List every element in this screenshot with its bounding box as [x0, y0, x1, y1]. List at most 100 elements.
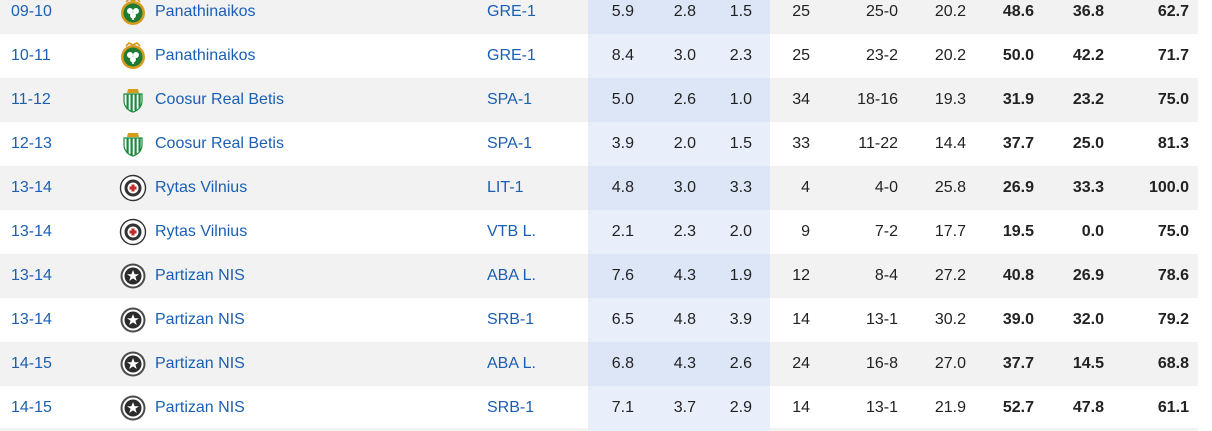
games-played: 33	[792, 135, 810, 152]
percentage-value: 37.7	[1002, 355, 1034, 372]
table-row: 13-14 Rytas Vilnius LIT-1 4.8 3.0 3.3 4 4-0 25.8…	[0, 166, 1198, 210]
season-link[interactable]: 13-14	[11, 223, 52, 240]
team-link[interactable]: Partizan NIS	[155, 311, 245, 328]
stat-value: 1.5	[729, 135, 752, 152]
season-link[interactable]: 13-14	[11, 267, 52, 284]
stat-value: 27.0	[934, 355, 966, 372]
table-row-partial	[0, 428, 1198, 431]
real-betis-logo	[123, 133, 143, 157]
page-scrollbar[interactable]	[1198, 0, 1212, 431]
highlighted-column-bg	[588, 254, 770, 298]
stat-value: 5.0	[611, 91, 634, 108]
season-link[interactable]: 11-12	[11, 91, 51, 108]
percentage-value: 25.0	[1072, 135, 1104, 152]
percentage-value: 71.7	[1157, 47, 1189, 64]
stat-value: 2.6	[673, 91, 696, 108]
competition-link[interactable]: ABA L.	[487, 355, 536, 372]
games-played: 34	[792, 91, 810, 108]
win-loss-record: 4-0	[874, 179, 898, 196]
highlighted-column-bg	[588, 122, 770, 166]
percentage-value: 75.0	[1157, 223, 1189, 240]
team-link[interactable]: Coosur Real Betis	[155, 135, 284, 152]
stat-value: 3.3	[729, 179, 752, 196]
highlighted-column-bg	[588, 386, 770, 430]
stat-value: 19.3	[934, 91, 966, 108]
team-link[interactable]: Rytas Vilnius	[155, 223, 248, 240]
team-link[interactable]: Partizan NIS	[155, 355, 245, 372]
season-link[interactable]: 13-14	[11, 179, 52, 196]
panathinaikos-logo	[121, 42, 145, 69]
percentage-value: 52.7	[1002, 399, 1034, 416]
percentage-value: 26.9	[1002, 179, 1034, 196]
stat-value: 2.9	[729, 399, 752, 416]
win-loss-record: 25-0	[865, 3, 898, 20]
team-link[interactable]: Partizan NIS	[155, 267, 245, 284]
table-row: 14-15 Partizan NIS SRB-1 7.1 3.7 2.9 14 13-1 21.…	[0, 386, 1198, 430]
season-link[interactable]: 10-11	[11, 47, 51, 64]
percentage-value: 36.8	[1072, 3, 1104, 20]
stat-value: 3.9	[611, 135, 634, 152]
competition-link[interactable]: LIT-1	[487, 179, 524, 196]
win-loss-record: 18-16	[857, 91, 898, 108]
stat-value: 3.0	[673, 179, 696, 196]
stat-value: 1.5	[729, 3, 752, 20]
season-link[interactable]: 14-15	[11, 399, 52, 416]
stat-value: 14.4	[934, 135, 966, 152]
competition-link[interactable]: SRB-1	[487, 311, 535, 328]
percentage-value: 32.0	[1072, 311, 1104, 328]
stat-value: 2.0	[673, 135, 696, 152]
percentage-value: 100.0	[1148, 179, 1189, 196]
games-played: 14	[792, 311, 810, 328]
table-row: 09-10 Panathinaikos GRE-1 5.9 2.8 1.5 25 25-0 20…	[0, 0, 1198, 34]
stat-value: 3.7	[673, 399, 696, 416]
competition-link[interactable]: GRE-1	[487, 47, 536, 64]
percentage-value: 26.9	[1072, 267, 1104, 284]
competition-link[interactable]: GRE-1	[487, 3, 536, 20]
stat-value: 27.2	[934, 267, 966, 284]
partizan-logo	[120, 307, 146, 333]
percentage-value: 39.0	[1002, 311, 1034, 328]
real-betis-logo	[123, 89, 143, 113]
competition-link[interactable]: ABA L.	[487, 267, 536, 284]
win-loss-record: 23-2	[865, 47, 898, 64]
games-played: 12	[792, 267, 810, 284]
percentage-value: 50.0	[1002, 47, 1034, 64]
games-played: 9	[801, 223, 810, 240]
percentage-value: 19.5	[1002, 223, 1034, 240]
stat-value: 7.1	[611, 399, 634, 416]
team-link[interactable]: Coosur Real Betis	[155, 91, 284, 108]
percentage-value: 75.0	[1157, 91, 1189, 108]
competition-link[interactable]: VTB L.	[487, 223, 536, 240]
win-loss-record: 13-1	[865, 399, 898, 416]
stat-value: 8.4	[611, 47, 634, 64]
competition-link[interactable]: SPA-1	[487, 135, 533, 152]
partizan-logo	[120, 263, 146, 289]
team-link[interactable]: Rytas Vilnius	[155, 179, 248, 196]
competition-link[interactable]: SPA-1	[487, 91, 533, 108]
highlighted-column-bg	[588, 342, 770, 386]
highlighted-column-bg	[588, 78, 770, 122]
table-row: 13-14 Partizan NIS ABA L. 7.6 4.3 1.9 12 8-4 27.…	[0, 254, 1198, 298]
rytas-logo	[119, 174, 147, 202]
team-link[interactable]: Panathinaikos	[155, 47, 256, 64]
season-link[interactable]: 13-14	[11, 311, 52, 328]
team-link[interactable]: Panathinaikos	[155, 3, 256, 20]
highlighted-column-bg	[588, 34, 770, 78]
season-link[interactable]: 09-10	[11, 3, 52, 20]
table-row: 14-15 Partizan NIS ABA L. 6.8 4.3 2.6 24 16-8 27…	[0, 342, 1198, 386]
percentage-value: 37.7	[1002, 135, 1034, 152]
stat-value: 30.2	[934, 311, 966, 328]
team-link[interactable]: Partizan NIS	[155, 399, 245, 416]
stat-value: 2.1	[611, 223, 634, 240]
highlighted-column-bg	[588, 298, 770, 342]
season-link[interactable]: 12-13	[11, 135, 52, 152]
stat-value: 4.3	[673, 267, 696, 284]
stat-value: 1.9	[729, 267, 752, 284]
competition-link[interactable]: SRB-1	[487, 399, 535, 416]
games-played: 24	[792, 355, 810, 372]
partizan-logo	[120, 395, 146, 421]
partizan-logo	[120, 351, 146, 377]
season-link[interactable]: 14-15	[11, 355, 52, 372]
stat-value: 1.0	[729, 91, 752, 108]
